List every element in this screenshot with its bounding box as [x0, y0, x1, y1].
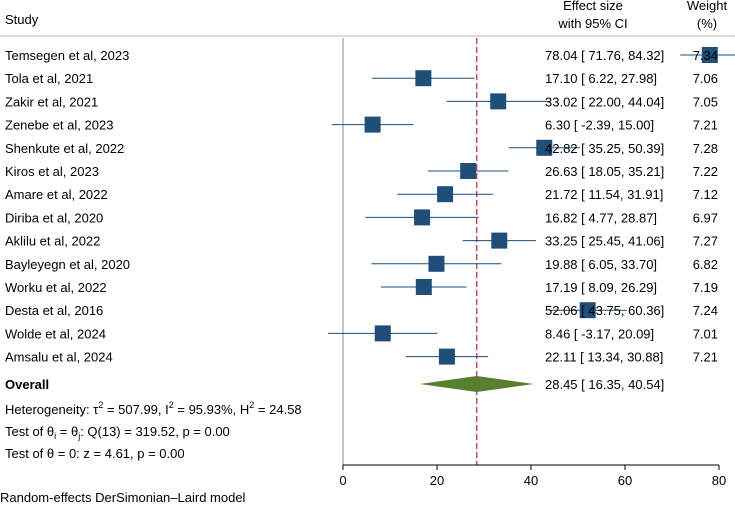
study-row: Diriba et al, 2020 16.82 [ 4.77, 28.87] 6.…: [5, 209, 718, 226]
study-marker: [364, 116, 381, 133]
study-label: Bayleyegn et al, 2020: [5, 257, 130, 272]
study-weight: 7.12: [693, 187, 718, 202]
study-marker: [415, 279, 432, 295]
footnote: Random-effects DerSimonian–Laird model: [0, 490, 246, 505]
study-row: Worku et al, 2022 17.19 [ 8.09, 26.29] 7.1…: [5, 279, 718, 295]
study-effect-ci: 42.82 [ 35.25, 50.39]: [545, 141, 664, 156]
study-label: Tola et al, 2021: [5, 71, 93, 86]
study-marker: [415, 70, 432, 87]
x-axis-tick-label: 60: [618, 473, 632, 488]
study-effect-ci: 33.02 [ 22.00, 44.04]: [545, 94, 664, 109]
study-label: Desta et al, 2016: [5, 303, 103, 318]
study-weight: 7.06: [693, 71, 718, 86]
header-study: Study: [5, 12, 39, 27]
study-weight: 7.24: [693, 303, 718, 318]
study-label: Wolde et al, 2024: [5, 326, 106, 341]
study-weight: 6.97: [693, 210, 718, 225]
overall-row: Overall 28.45 [ 16.35, 40.54]: [5, 376, 664, 392]
study-label: Worku et al, 2022: [5, 280, 107, 295]
x-axis-tick-label: 0: [339, 473, 346, 488]
study-effect-ci: 33.25 [ 25.45, 41.06]: [545, 234, 664, 249]
study-marker: [428, 255, 445, 272]
study-effect-ci: 22.11 [ 13.34, 30.88]: [545, 350, 663, 365]
study-label: Amare et al, 2022: [5, 187, 108, 202]
study-weight: 7.21: [693, 118, 718, 133]
study-marker: [491, 232, 508, 249]
study-marker: [579, 302, 596, 319]
study-weight: 7.22: [693, 164, 718, 179]
study-weight: 7.34: [693, 48, 718, 63]
header-effect-line1: Effect size: [563, 0, 623, 13]
study-row: Zakir et al, 2021 33.02 [ 22.00, 44.04] 7.…: [5, 93, 718, 110]
study-effect-ci: 21.72 [ 11.54, 31.91]: [545, 187, 663, 202]
study-weight: 7.21: [693, 350, 718, 365]
study-weight: 7.01: [693, 326, 718, 341]
study-row: Desta et al, 2016 52.06 [ 43.75, 60.36] 7.…: [5, 302, 718, 319]
study-marker: [490, 93, 507, 110]
study-weight: 7.19: [693, 280, 718, 295]
study-rows: Temsegen et al, 2023 78.04 [ 71.76, 84.32…: [5, 47, 735, 365]
heterogeneity-stats: Heterogeneity: τ2 = 507.99, I2 = 95.93%,…: [5, 400, 302, 417]
study-row: Wolde et al, 2024 8.46 [ -3.17, 20.09] 7.0…: [5, 325, 718, 342]
study-marker: [701, 47, 718, 63]
study-row: Aklilu et al, 2022 33.25 [ 25.45, 41.06] 7…: [5, 232, 718, 249]
study-effect-ci: 52.06 [ 43.75, 60.36]: [545, 303, 664, 318]
x-axis-tick-label: 80: [712, 473, 726, 488]
study-label: Diriba et al, 2020: [5, 210, 103, 225]
study-marker: [438, 348, 455, 365]
study-row: Bayleyegn et al, 2020 19.88 [ 6.05, 33.70…: [5, 255, 718, 272]
header-weight-line2: (%): [697, 16, 717, 31]
study-row: Kiros et al, 2023 26.63 [ 18.05, 35.21] 7.…: [5, 163, 718, 179]
study-row: Amare et al, 2022 21.72 [ 11.54, 31.91] 7.…: [5, 186, 718, 203]
study-label: Zenebe et al, 2023: [5, 118, 113, 133]
study-row: Tola et al, 2021 17.10 [ 6.22, 27.98] 7.06: [5, 70, 718, 87]
study-label: Temsegen et al, 2023: [5, 48, 129, 63]
study-label: Shenkute et al, 2022: [5, 141, 124, 156]
overall-label: Overall: [5, 377, 49, 392]
test-theta-zero: Test of θ = 0: z = 4.61, p = 0.00: [5, 446, 185, 461]
overall-diamond: [419, 376, 534, 392]
overall-effect-ci: 28.45 [ 16.35, 40.54]: [545, 377, 664, 392]
study-weight: 6.82: [693, 257, 718, 272]
x-axis-tick-label: 20: [430, 473, 444, 488]
study-effect-ci: 17.19 [ 8.09, 26.29]: [545, 280, 657, 295]
study-marker: [414, 209, 431, 226]
study-effect-ci: 78.04 [ 71.76, 84.32]: [545, 48, 664, 63]
study-effect-ci: 6.30 [ -2.39, 15.00]: [545, 118, 654, 133]
study-label: Kiros et al, 2023: [5, 164, 99, 179]
study-label: Aklilu et al, 2022: [5, 234, 100, 249]
study-marker: [536, 139, 553, 156]
study-row: Shenkute et al, 2022 42.82 [ 35.25, 50.39…: [5, 139, 718, 156]
x-axis: 0 20 40 60 80: [339, 464, 726, 488]
header-weight-line1: Weight: [687, 0, 728, 13]
study-label: Amsalu et al, 2024: [5, 350, 113, 365]
x-axis-tick-label: 40: [524, 473, 538, 488]
header-effect-line2: with 95% CI: [557, 16, 627, 31]
study-row: Amsalu et al, 2024 22.11 [ 13.34, 30.88] 7…: [5, 348, 718, 365]
study-row: Temsegen et al, 2023 78.04 [ 71.76, 84.32…: [5, 47, 735, 63]
study-effect-ci: 26.63 [ 18.05, 35.21]: [545, 164, 664, 179]
reference-lines: [342, 38, 478, 465]
study-weight: 7.27: [693, 234, 718, 249]
study-marker: [437, 186, 454, 203]
study-row: Zenebe et al, 2023 6.30 [ -2.39, 15.00] 7.…: [5, 116, 718, 133]
study-effect-ci: 16.82 [ 4.77, 28.87]: [545, 210, 657, 225]
study-marker: [374, 325, 391, 342]
test-group-equality: Test of θi = θj: Q(13) = 319.52, p = 0.0…: [5, 424, 230, 441]
study-label: Zakir et al, 2021: [5, 94, 98, 109]
study-effect-ci: 19.88 [ 6.05, 33.70]: [545, 257, 657, 272]
study-weight: 7.05: [693, 94, 718, 109]
study-weight: 7.28: [693, 141, 718, 156]
study-marker: [460, 163, 477, 179]
study-effect-ci: 8.46 [ -3.17, 20.09]: [545, 326, 654, 341]
study-effect-ci: 17.10 [ 6.22, 27.98]: [545, 71, 657, 86]
